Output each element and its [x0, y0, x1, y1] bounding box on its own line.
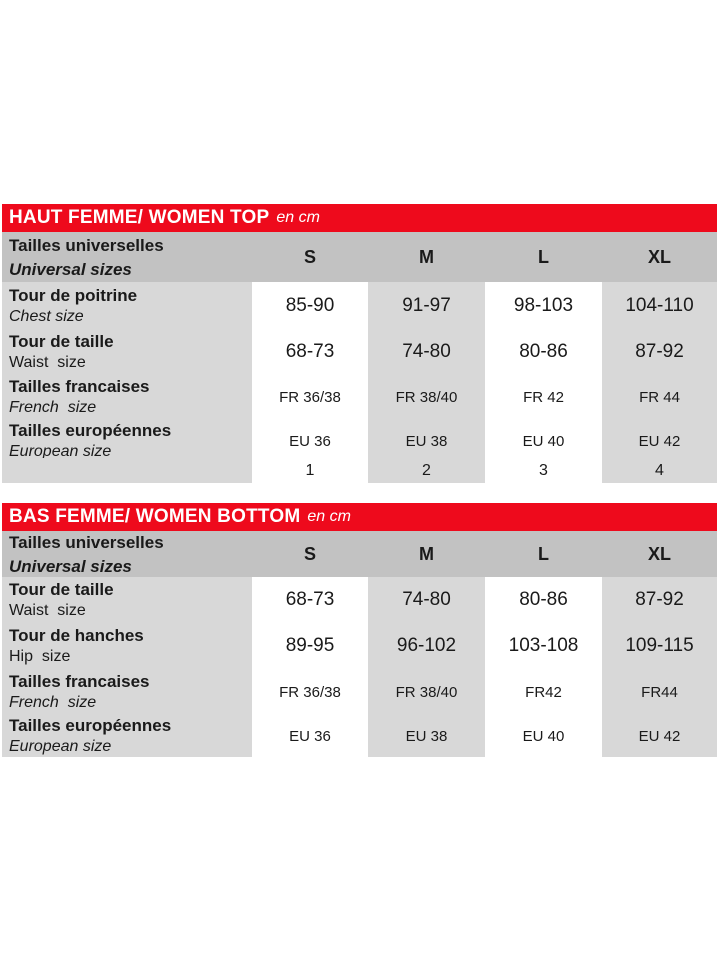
header-label-cell: Tailles universelles Universal sizes [2, 531, 252, 578]
size-value-cell: 2 [368, 458, 485, 483]
row-label-cell: Tour de hanches Hip size [2, 623, 252, 669]
row-label-en: Chest size [9, 307, 84, 325]
row-label-cell: Tailles francaises French size [2, 669, 252, 715]
size-column-header-s: S [252, 531, 368, 578]
table-title: BAS FEMME/ WOMEN BOTTOM [9, 506, 301, 527]
row-label-fr: Tailles européennes [9, 716, 172, 735]
size-value-cell: 68-73 [252, 329, 368, 374]
row-label-fr: Tailles francaises [9, 672, 150, 691]
universal-sizes-header-row: Tailles universelles Universal sizes S M… [2, 232, 717, 282]
size-column-header-s: S [252, 232, 368, 282]
size-value-cell: FR 36/38 [252, 374, 368, 420]
size-column-header-m: M [368, 531, 485, 578]
size-value-cell: 91-97 [368, 282, 485, 329]
size-value-cell: 74-80 [368, 577, 485, 623]
size-value-cell: FR 38/40 [368, 374, 485, 420]
row-label-en: French size [9, 399, 97, 416]
size-value-cell: EU 42 [602, 715, 717, 757]
row-label-fr: Tailles universelles [9, 235, 164, 255]
size-value-cell: 87-92 [602, 577, 717, 623]
size-value-cell: EU 38 [368, 420, 485, 462]
size-value-cell: 80-86 [485, 577, 602, 623]
european-size-row: Tailles européennes European size EU 36 … [2, 715, 717, 757]
size-value-cell: EU 38 [368, 715, 485, 757]
row-label-en: Waist size [9, 602, 86, 619]
hip-size-row: Tour de hanches Hip size 89-95 96-102 10… [2, 623, 717, 669]
size-value-cell: 104-110 [602, 282, 717, 329]
size-value-cell: FR44 [602, 669, 717, 715]
row-label-fr: Tailles universelles [9, 533, 164, 552]
header-label-cell: Tailles universelles Universal sizes [2, 232, 252, 282]
size-value-cell: FR 42 [485, 374, 602, 420]
european-size-row: Tailles européennes European size EU 36 … [2, 420, 717, 462]
row-label-cell: Tailles francaises French size [2, 374, 252, 420]
waist-size-row: Tour de taille Waist size 68-73 74-80 80… [2, 329, 717, 374]
size-number-row: 1 2 3 4 [2, 458, 717, 483]
women-top-size-table: HAUT FEMME/ WOMEN TOP en cm Tailles univ… [2, 204, 717, 483]
size-value-cell: 87-92 [602, 329, 717, 374]
size-column-header-l: L [485, 531, 602, 578]
row-label-fr: Tailles européennes [9, 421, 172, 440]
size-value-cell: EU 40 [485, 420, 602, 462]
table-title-bar: BAS FEMME/ WOMEN BOTTOM en cm [2, 503, 717, 531]
size-column-header-xl: XL [602, 232, 717, 282]
size-value-cell: FR 44 [602, 374, 717, 420]
size-value-cell: EU 40 [485, 715, 602, 757]
universal-sizes-header-row: Tailles universelles Universal sizes S M… [2, 531, 717, 578]
row-label-en: Universal sizes [9, 557, 132, 576]
size-value-cell: 98-103 [485, 282, 602, 329]
table-title: HAUT FEMME/ WOMEN TOP [9, 207, 270, 228]
size-value-cell: 85-90 [252, 282, 368, 329]
row-label-en: European size [9, 443, 112, 460]
french-size-row: Tailles francaises French size FR 36/38 … [2, 374, 717, 420]
unit-label: en cm [276, 209, 320, 226]
women-bottom-size-table: BAS FEMME/ WOMEN BOTTOM en cm Tailles un… [2, 503, 717, 757]
row-label-en: European size [9, 738, 112, 755]
size-value-cell: EU 42 [602, 420, 717, 462]
table-title-bar: HAUT FEMME/ WOMEN TOP en cm [2, 204, 717, 232]
row-label-cell [2, 458, 252, 483]
size-value-cell: EU 36 [252, 420, 368, 462]
size-value-cell: 68-73 [252, 577, 368, 623]
size-column-header-l: L [485, 232, 602, 282]
row-label-fr: Tour de taille [9, 580, 114, 599]
row-label-cell: Tour de taille Waist size [2, 577, 252, 623]
size-value-cell: 80-86 [485, 329, 602, 374]
size-value-cell: 109-115 [602, 623, 717, 669]
row-label-en: French size [9, 694, 97, 711]
row-label-fr: Tour de poitrine [9, 285, 138, 305]
size-column-header-xl: XL [602, 531, 717, 578]
unit-label: en cm [307, 508, 351, 525]
size-value-cell: EU 36 [252, 715, 368, 757]
size-value-cell: 1 [252, 458, 368, 483]
row-label-en: Hip size [9, 648, 71, 665]
size-value-cell: FR 36/38 [252, 669, 368, 715]
size-value-cell: 3 [485, 458, 602, 483]
size-value-cell: FR 38/40 [368, 669, 485, 715]
size-value-cell: 89-95 [252, 623, 368, 669]
size-value-cell: FR42 [485, 669, 602, 715]
row-label-fr: Tailles francaises [9, 377, 150, 396]
size-value-cell: 103-108 [485, 623, 602, 669]
row-label-cell: Tour de poitrine Chest size [2, 282, 252, 329]
row-label-en: Waist size [9, 353, 86, 371]
waist-size-row: Tour de taille Waist size 68-73 74-80 80… [2, 577, 717, 623]
french-size-row: Tailles francaises French size FR 36/38 … [2, 669, 717, 715]
row-label-cell: Tour de taille Waist size [2, 329, 252, 374]
size-column-header-m: M [368, 232, 485, 282]
row-label-cell: Tailles européennes European size [2, 420, 252, 462]
row-label-fr: Tour de taille [9, 331, 114, 351]
size-value-cell: 74-80 [368, 329, 485, 374]
size-value-cell: 96-102 [368, 623, 485, 669]
chest-size-row: Tour de poitrine Chest size 85-90 91-97 … [2, 282, 717, 329]
row-label-cell: Tailles européennes European size [2, 715, 252, 757]
row-label-fr: Tour de hanches [9, 626, 144, 645]
size-value-cell: 4 [602, 458, 717, 483]
row-label-en: Universal sizes [9, 259, 132, 279]
